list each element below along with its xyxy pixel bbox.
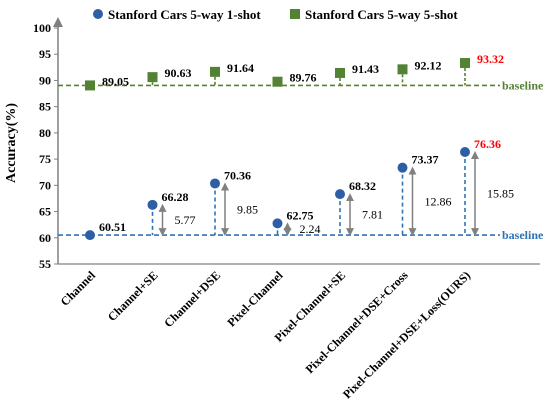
point-5shot <box>147 72 158 83</box>
y-tick-label: 60 <box>39 231 51 245</box>
improvement-label: 7.81 <box>362 208 383 222</box>
improvement-label: 2.24 <box>300 222 321 236</box>
legend-marker-5shot <box>290 9 300 19</box>
x-tick-label: Pixel-Channel+DSE+Loss(OURS) <box>340 268 473 401</box>
baseline-label-1shot: baseline <box>502 228 544 242</box>
improvement-label: 9.85 <box>237 202 258 216</box>
markers <box>85 58 470 241</box>
data-label-5shot: 89.05 <box>102 74 129 88</box>
data-label-1shot: 66.28 <box>162 190 189 204</box>
baselines: baseline baseline <box>58 78 544 242</box>
data-label-1shot: 76.36 <box>474 137 501 151</box>
data-label-1shot: 68.32 <box>349 179 376 193</box>
point-5shot <box>85 80 95 91</box>
y-tick-label: 90 <box>39 73 51 87</box>
data-label-1shot: 62.75 <box>287 208 314 222</box>
data-label-5shot: 93.32 <box>477 52 504 66</box>
y-tick-label: 95 <box>39 47 51 61</box>
point-5shot <box>397 64 408 75</box>
y-axis-label: Accuracy(%) <box>4 103 19 183</box>
point-1shot <box>272 218 283 229</box>
connectors: 5.77 9.85 2.24 7.81 12.86 15.85 <box>151 63 514 236</box>
point-1shot <box>335 189 345 200</box>
point-5shot <box>272 76 283 87</box>
point-5shot <box>335 67 345 78</box>
axes: 55 60 65 70 75 80 85 90 95 100 <box>33 17 540 271</box>
improvement-label: 12.86 <box>425 194 452 208</box>
x-tick-label: Channel+SE <box>105 268 161 324</box>
data-label-5shot: 91.43 <box>352 62 379 76</box>
y-tick-label: 70 <box>39 178 51 192</box>
x-tick-labels: Channel Channel+SE Channel+DSE Pixel-Channe… <box>58 268 474 402</box>
point-1shot <box>397 162 408 173</box>
improvement-label: 5.77 <box>175 213 196 227</box>
y-tick-label: 75 <box>39 152 51 166</box>
y-tick-label: 65 <box>39 205 51 219</box>
legend-label-1shot: Stanford Cars 5-way 1-shot <box>108 7 261 22</box>
point-1shot <box>460 146 470 157</box>
data-label-5shot: 92.12 <box>415 58 442 72</box>
x-tick-label: Pixel-Channel+DSE+Cross <box>303 268 411 376</box>
y-tick-label: 85 <box>39 100 51 114</box>
improvement-label: 15.85 <box>487 187 514 201</box>
y-tick-label: 55 <box>39 257 51 271</box>
x-tick-label: Channel <box>58 268 99 309</box>
point-5shot <box>210 66 220 77</box>
point-5shot <box>460 58 470 69</box>
legend-label-5shot: Stanford Cars 5-way 5-shot <box>305 7 458 22</box>
data-label-5shot: 89.76 <box>290 71 317 85</box>
data-label-5shot: 91.64 <box>227 61 254 75</box>
legend-marker-1shot <box>93 9 103 19</box>
point-1shot <box>85 230 95 241</box>
data-label-1shot: 60.51 <box>99 220 126 234</box>
y-tick-label: 80 <box>39 126 51 140</box>
point-1shot <box>147 199 158 210</box>
baseline-label-5shot: baseline <box>502 78 544 92</box>
data-label-1shot: 73.37 <box>412 153 439 167</box>
data-label-5shot: 90.63 <box>165 66 192 80</box>
legend: Stanford Cars 5-way 1-shot Stanford Cars… <box>93 7 458 22</box>
y-tick-label: 100 <box>33 21 51 35</box>
x-tick-label: Pixel-Channel <box>224 268 286 330</box>
data-label-1shot: 70.36 <box>224 168 251 182</box>
x-tick-label: Channel+DSE <box>161 268 223 330</box>
data-labels: 60.51 89.05 66.28 90.63 70.36 91.64 62.75 89.76… <box>99 52 504 234</box>
point-1shot <box>210 178 220 189</box>
